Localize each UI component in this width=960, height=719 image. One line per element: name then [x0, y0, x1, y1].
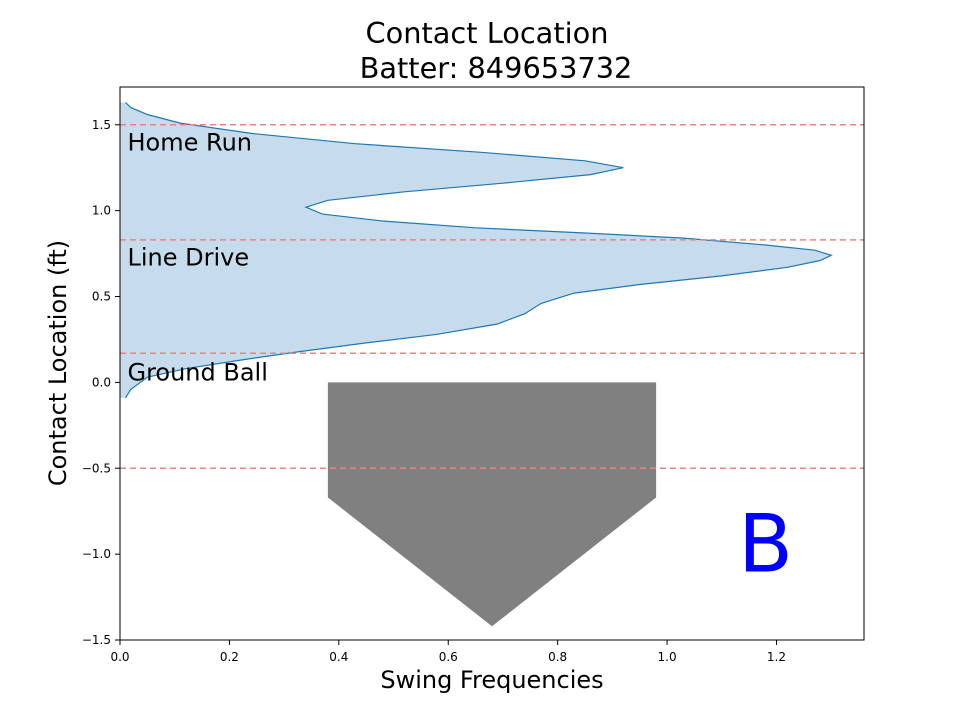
y-tick-label-4: 0.5 [92, 290, 111, 304]
x-tick-label-3: 0.6 [439, 650, 458, 664]
x-tick-label-4: 0.8 [548, 650, 567, 664]
x-tick-label-1: 0.2 [220, 650, 239, 664]
x-tick-label-0: 0.0 [110, 650, 129, 664]
x-axis-label: Swing Frequencies [380, 666, 603, 694]
x-tick-label-5: 1.0 [658, 650, 677, 664]
y-tick-label-1: −1.0 [82, 547, 111, 561]
chart-title-line1: Contact Location [366, 16, 609, 50]
x-tick-label-2: 0.4 [329, 650, 348, 664]
zone-label-0: Home Run [127, 129, 252, 157]
zone-label-2: Ground Ball [127, 359, 267, 387]
home-plate [327, 382, 657, 627]
density-fill [120, 102, 832, 398]
y-tick-label-5: 1.0 [92, 204, 111, 218]
y-tick-label-2: −0.5 [82, 461, 111, 475]
y-tick-label-3: 0.0 [92, 375, 111, 389]
grade-letter: B [738, 497, 793, 590]
y-tick-label-0: −1.5 [82, 633, 111, 647]
density-curve [124, 102, 833, 399]
zone-label-1: Line Drive [127, 244, 249, 272]
x-tick-label-6: 1.2 [767, 650, 786, 664]
plot-frame [119, 86, 865, 641]
y-tick-label-6: 1.5 [92, 118, 111, 132]
y-axis-label: Contact Location (ft) [44, 240, 72, 486]
plot-area: Home Run Line Drive Ground Ball B 0.0 0.2 0.4 0… [82, 86, 865, 664]
chart-title-line2: Batter: 849653732 [360, 51, 633, 85]
